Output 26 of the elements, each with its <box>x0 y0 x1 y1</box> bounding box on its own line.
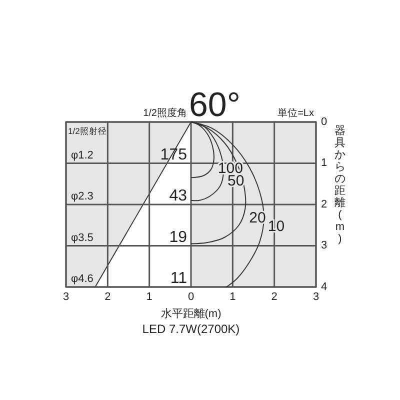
y-tick-label: 2 <box>320 198 328 210</box>
chart-subtitle: 1/2照度角 <box>143 107 187 119</box>
chart-title: 60° <box>189 86 240 124</box>
y-tick-label: 1 <box>320 157 328 170</box>
text: 器具からの距離(m) <box>334 125 346 245</box>
annotation: φ4.6 <box>71 273 94 285</box>
y-tick-label: 0 <box>320 116 328 128</box>
x-axis-title: 水平距離(m) <box>160 307 222 320</box>
x-tick-label: 3 <box>62 291 70 303</box>
annotation: φ3.5 <box>71 232 94 244</box>
annotation: φ1.2 <box>71 149 94 162</box>
x-tick-label: 2 <box>271 291 278 303</box>
x-tick-label: 3 <box>312 291 320 303</box>
x-tick-label: 1 <box>146 291 152 303</box>
y-tick-label: 3 <box>320 240 328 252</box>
x-tick-label: 1 <box>230 291 236 303</box>
text: LED 7.7W(2700K) <box>142 322 240 336</box>
annotation: φ2.3 <box>71 190 94 202</box>
y-tick-label: 4 <box>320 280 328 293</box>
annotation: 43 <box>169 188 188 204</box>
x-tick-label: 2 <box>104 291 111 303</box>
annotation: 11 <box>170 270 188 287</box>
x-tick-label: 0 <box>188 291 194 303</box>
annotation: 19 <box>169 228 188 246</box>
annotation: 1/2照射径 <box>68 126 107 136</box>
text: 単位=Lx <box>278 107 314 119</box>
